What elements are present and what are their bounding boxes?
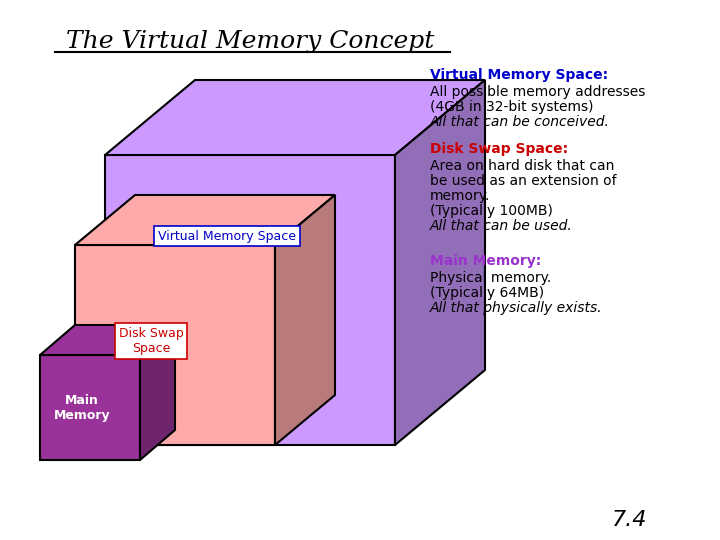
Bar	[40, 355, 140, 460]
Text: be used as an extension of: be used as an extension of	[430, 174, 616, 188]
Text: Area on hard disk that can: Area on hard disk that can	[430, 159, 614, 173]
Polygon shape	[140, 325, 175, 460]
Text: Physical memory.: Physical memory.	[430, 271, 552, 285]
Text: All that can be used.: All that can be used.	[430, 219, 572, 233]
Text: Virtual Memory Space: Virtual Memory Space	[158, 230, 296, 242]
Polygon shape	[105, 80, 485, 155]
Text: All that physically exists.: All that physically exists.	[430, 301, 603, 315]
Bar	[105, 155, 395, 445]
Text: Disk Swap Space:: Disk Swap Space:	[430, 142, 568, 156]
Text: The Virtual Memory Concept: The Virtual Memory Concept	[66, 30, 434, 53]
Text: Virtual Memory Space:: Virtual Memory Space:	[430, 68, 608, 82]
Polygon shape	[275, 195, 335, 445]
Text: (Typically 64MB): (Typically 64MB)	[430, 286, 544, 300]
Text: memory.: memory.	[430, 189, 490, 203]
Polygon shape	[40, 325, 175, 355]
Polygon shape	[75, 195, 335, 245]
Text: 7.4: 7.4	[612, 510, 648, 530]
Text: (4GB in 32-bit systems): (4GB in 32-bit systems)	[430, 100, 593, 114]
Text: All that can be conceived.: All that can be conceived.	[430, 115, 610, 129]
Text: All possible memory addresses: All possible memory addresses	[430, 85, 645, 99]
Polygon shape	[395, 80, 485, 445]
Text: (Typically 100MB): (Typically 100MB)	[430, 204, 553, 218]
Bar	[75, 245, 275, 445]
Text: Disk Swap
Space: Disk Swap Space	[119, 327, 184, 355]
Text: Main
Memory: Main Memory	[54, 394, 110, 422]
Text: Main Memory:: Main Memory:	[430, 254, 541, 268]
